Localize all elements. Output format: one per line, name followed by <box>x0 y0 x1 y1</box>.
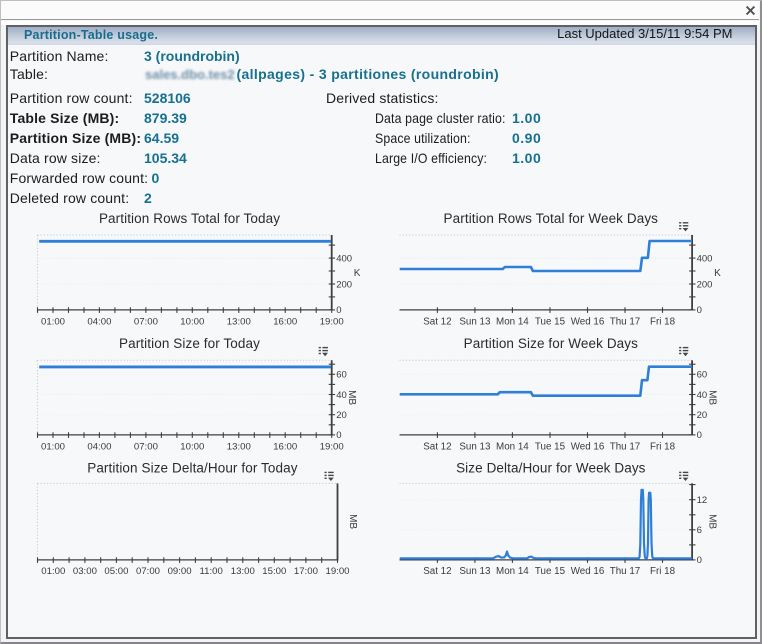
svg-text:0: 0 <box>697 430 702 441</box>
svg-text:Wed 16: Wed 16 <box>571 566 605 577</box>
svg-text:400: 400 <box>336 253 352 264</box>
svg-text:12: 12 <box>697 495 708 506</box>
svg-text:0: 0 <box>336 430 341 441</box>
svg-text:04:00: 04:00 <box>87 441 111 452</box>
svg-text:Size Delta/Hour for Week Days: Size Delta/Hour for Week Days <box>456 461 646 476</box>
svg-text:Fri 18: Fri 18 <box>650 317 676 328</box>
svg-text:01:00: 01:00 <box>41 317 65 328</box>
svg-text:MB: MB <box>346 390 357 405</box>
svg-text:Sat 12: Sat 12 <box>423 317 451 328</box>
svg-text:Mon 14: Mon 14 <box>496 441 529 452</box>
svg-text:07:00: 07:00 <box>134 441 158 452</box>
svg-text:01:00: 01:00 <box>41 441 65 452</box>
svg-text:15:00: 15:00 <box>262 566 286 577</box>
svg-text:Wed 16: Wed 16 <box>571 317 605 328</box>
svg-text:Partition Size for Week Days: Partition Size for Week Days <box>464 336 639 351</box>
svg-text:Tue 15: Tue 15 <box>535 566 566 577</box>
svg-text:04:00: 04:00 <box>87 317 111 328</box>
svg-text:Tue 15: Tue 15 <box>535 441 566 452</box>
svg-text:01:00: 01:00 <box>41 566 65 577</box>
svg-text:Sun 13: Sun 13 <box>459 566 491 577</box>
svg-text:07:00: 07:00 <box>136 566 160 577</box>
svg-text:0: 0 <box>697 555 702 566</box>
svg-text:K: K <box>714 268 721 279</box>
svg-text:19:00: 19:00 <box>320 317 344 328</box>
svg-text:K: K <box>354 268 361 279</box>
svg-text:Thu 17: Thu 17 <box>610 566 641 577</box>
svg-text:Thu 17: Thu 17 <box>610 317 641 328</box>
svg-text:MB: MB <box>707 514 718 529</box>
svg-text:60: 60 <box>697 370 708 381</box>
svg-text:11:00: 11:00 <box>200 566 223 577</box>
svg-text:20: 20 <box>336 410 347 421</box>
svg-text:60: 60 <box>336 370 347 381</box>
svg-text:200: 200 <box>697 279 713 290</box>
svg-text:Wed 16: Wed 16 <box>571 441 605 452</box>
svg-text:Mon 14: Mon 14 <box>496 317 529 328</box>
svg-text:16:00: 16:00 <box>273 317 297 328</box>
svg-text:40: 40 <box>697 390 708 401</box>
svg-text:17:00: 17:00 <box>294 566 318 577</box>
svg-text:Sat 12: Sat 12 <box>423 441 451 452</box>
svg-text:Partition Size for Today: Partition Size for Today <box>119 336 260 351</box>
svg-text:400: 400 <box>697 253 713 264</box>
svg-text:Sun 13: Sun 13 <box>459 441 491 452</box>
svg-text:20: 20 <box>697 410 708 421</box>
svg-text:16:00: 16:00 <box>273 441 297 452</box>
svg-text:13:00: 13:00 <box>231 566 255 577</box>
svg-text:Partition Rows Total for Today: Partition Rows Total for Today <box>99 211 280 226</box>
svg-text:200: 200 <box>336 279 352 290</box>
svg-text:Sat 12: Sat 12 <box>423 566 451 577</box>
svg-text:Tue 15: Tue 15 <box>535 317 566 328</box>
svg-text:Fri 18: Fri 18 <box>650 566 676 577</box>
svg-text:Thu 17: Thu 17 <box>610 441 641 452</box>
svg-text:Fri 18: Fri 18 <box>650 441 676 452</box>
svg-text:07:00: 07:00 <box>134 317 158 328</box>
svg-text:Partition Size Delta/Hour for: Partition Size Delta/Hour for Today <box>87 461 298 476</box>
svg-text:6: 6 <box>697 525 702 536</box>
svg-text:MB: MB <box>347 514 358 529</box>
svg-text:09:00: 09:00 <box>168 566 192 577</box>
svg-text:Partition Rows Total for Week: Partition Rows Total for Week Days <box>444 211 659 226</box>
svg-text:10:00: 10:00 <box>180 317 204 328</box>
svg-text:13:00: 13:00 <box>227 441 251 452</box>
svg-text:40: 40 <box>336 390 347 401</box>
svg-text:0: 0 <box>336 305 341 316</box>
svg-text:Sun 13: Sun 13 <box>459 317 491 328</box>
svg-text:05:00: 05:00 <box>104 566 128 577</box>
svg-text:19:00: 19:00 <box>325 566 349 577</box>
svg-text:0: 0 <box>697 305 702 316</box>
svg-text:Mon 14: Mon 14 <box>496 566 529 577</box>
svg-text:MB: MB <box>707 390 718 405</box>
svg-text:03:00: 03:00 <box>73 566 97 577</box>
svg-text:13:00: 13:00 <box>227 317 251 328</box>
svg-text:10:00: 10:00 <box>180 441 204 452</box>
svg-text:19:00: 19:00 <box>320 441 344 452</box>
